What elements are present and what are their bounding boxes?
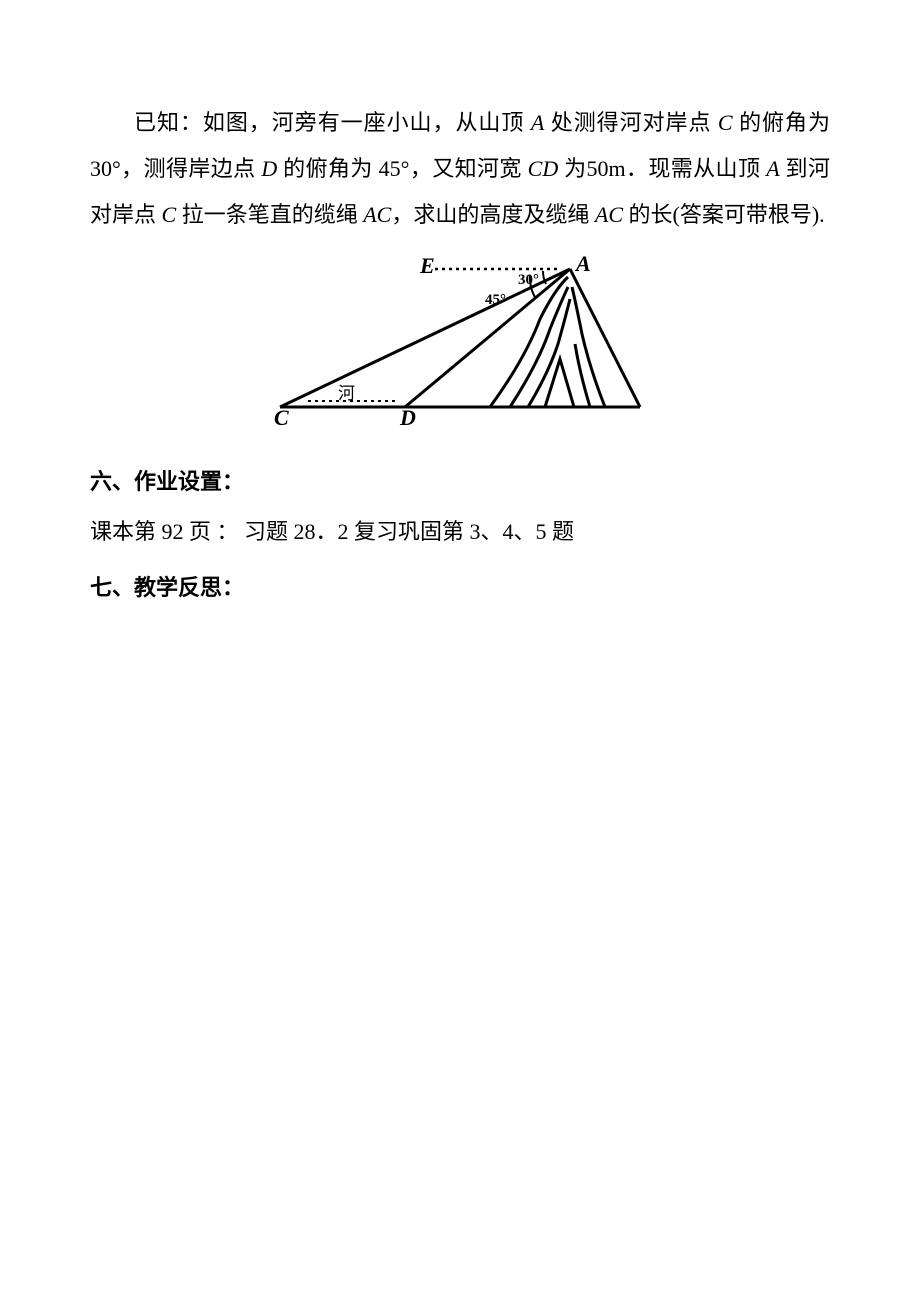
problem-statement: 已知：如图，河旁有一座小山，从山顶 A 处测得河对岸点 C 的俯角为 30°，测…: [90, 100, 830, 239]
var-a: A: [766, 156, 779, 181]
var-c: C: [718, 110, 733, 135]
text: ，求山的: [391, 202, 479, 227]
section-seven-heading: 七、教学反思：: [90, 565, 830, 611]
text: 的俯角为 45°，又知河宽: [277, 156, 527, 181]
problem-line-1: 已知：如图，河旁有一座小山，从山顶 A 处测得河对岸点 C 的俯角为 30°，测…: [90, 100, 830, 239]
var-ac: AC: [363, 202, 391, 227]
homework-text: 课本第 92 页 ： 习题 28．2 复习巩固第 3、4、5 题: [90, 509, 830, 555]
text: 为: [558, 156, 586, 181]
page: 已知：如图，河旁有一座小山，从山顶 A 处测得河对岸点 C 的俯角为 30°，测…: [0, 0, 920, 1300]
section-six-heading: 六、作业设置：: [90, 459, 830, 505]
var-ac: AC: [595, 202, 623, 227]
text: 的长(答案可带根号).: [623, 202, 825, 227]
var-a: A: [531, 110, 544, 135]
label-c: C: [274, 405, 289, 429]
text: 的: [733, 110, 762, 135]
line-mountain-right: [570, 269, 640, 407]
label-e: E: [419, 253, 435, 278]
text: 已知：如图，河旁有一座小山，从山顶: [134, 110, 531, 135]
text: 处测得河对岸点: [544, 110, 718, 135]
text: 50m．现需从山顶: [587, 156, 767, 181]
var-d: D: [261, 156, 277, 181]
geometry-figure: E A C D 河 30° 45°: [260, 249, 660, 429]
label-a: A: [574, 251, 591, 276]
figure-container: E A C D 河 30° 45°: [90, 249, 830, 429]
text: 高度及缆绳: [479, 202, 595, 227]
label-angle-45: 45°: [485, 292, 506, 308]
label-d: D: [399, 405, 416, 429]
var-c: C: [162, 202, 177, 227]
label-river: 河: [338, 384, 355, 403]
var-cd: CD: [528, 156, 559, 181]
label-angle-30: 30°: [518, 272, 539, 288]
text: 拉一条笔直的缆绳: [176, 202, 363, 227]
line-ac: [280, 269, 570, 407]
